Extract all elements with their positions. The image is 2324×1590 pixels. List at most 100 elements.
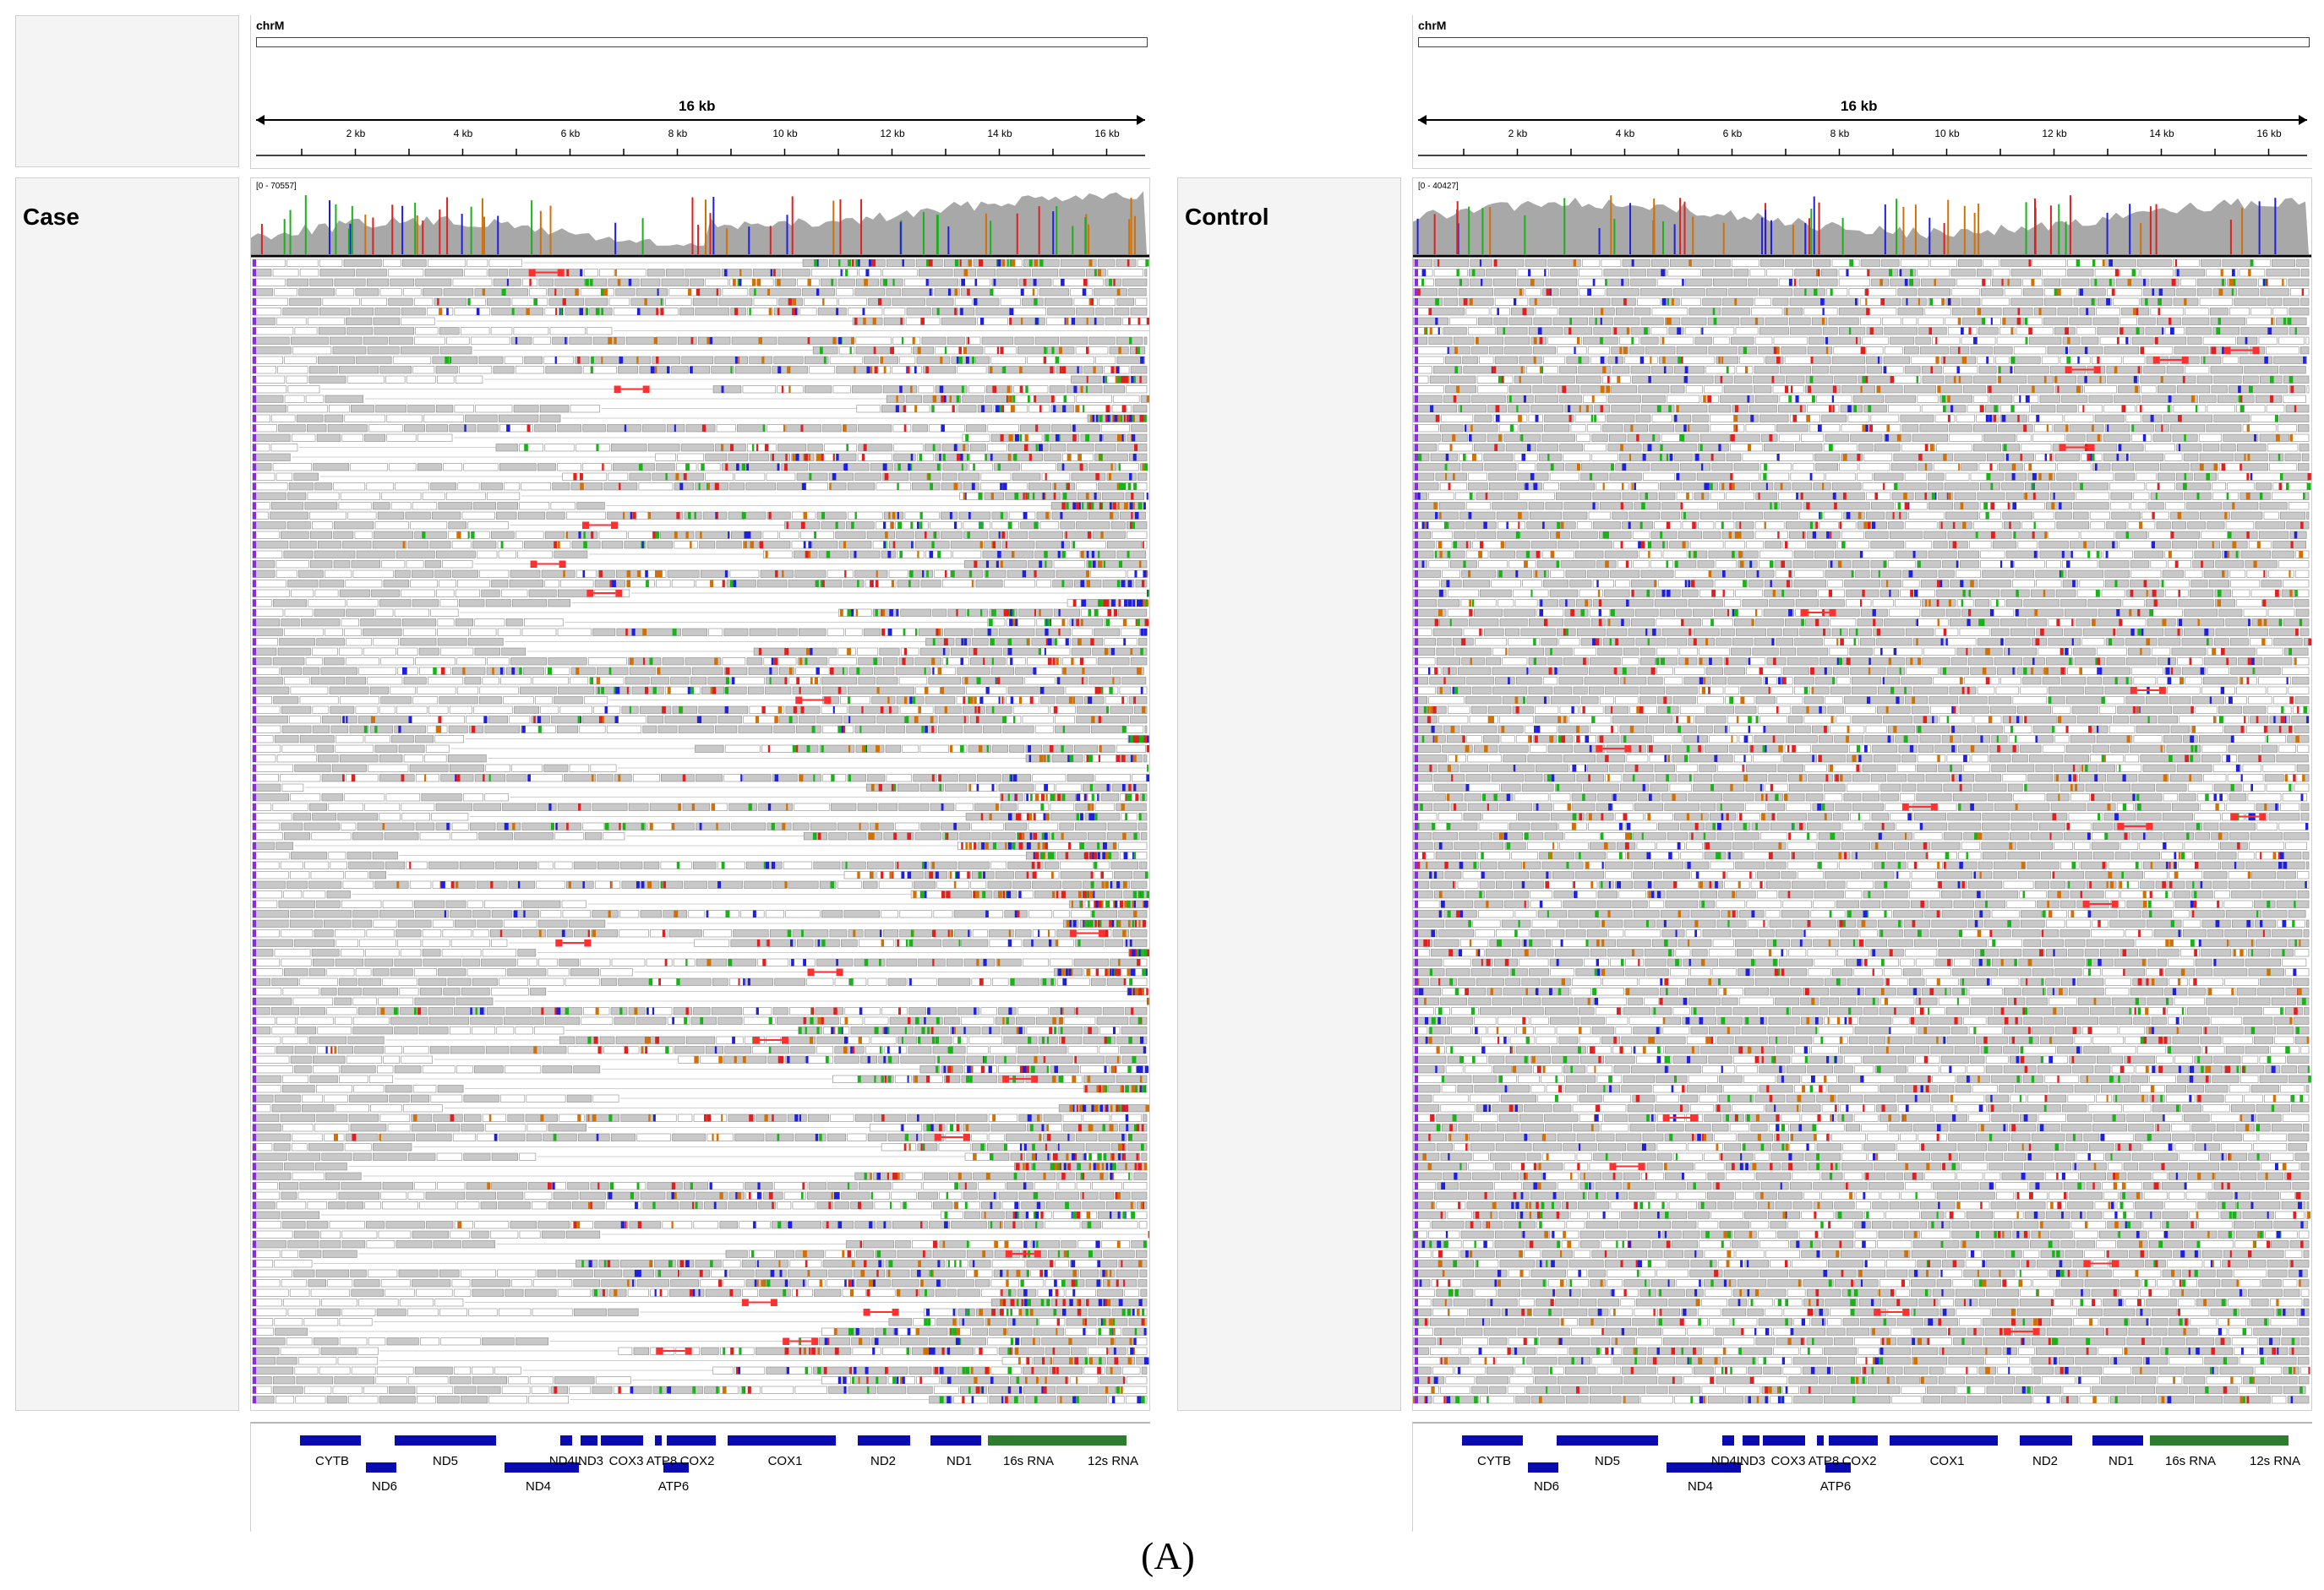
mismatch-base [1091,1104,1095,1112]
alignment-panel[interactable]: [0 - 70557] [250,177,1150,1411]
mismatch-base [968,512,971,520]
aligned-read [630,297,664,306]
aligned-read [1000,297,1021,306]
mismatch-base [1006,1017,1009,1025]
aligned-read [858,657,882,666]
aligned-read [954,297,973,306]
aligned-read [698,716,717,724]
mismatch-base [974,279,978,286]
mismatch-base [823,357,826,364]
aligned-read [911,463,942,471]
aligned-read [580,288,614,297]
aligned-read [932,308,958,316]
mismatch-base [1117,376,1121,384]
aligned-read [804,356,829,364]
aligned-read [1122,317,1148,325]
mismatch-base [1019,366,1023,373]
aligned-read [1069,618,1103,627]
mismatch-base [721,1114,723,1122]
aligned-read [1032,269,1059,277]
aligned-read [1028,531,1064,539]
mismatch-base [1143,502,1146,509]
aligned-read [278,424,306,433]
aligned-read [552,336,569,345]
mismatch-base [1083,890,1087,898]
aligned-read [930,521,963,530]
mismatch-base [1132,1056,1137,1064]
aligned-read [705,472,734,481]
aligned-read [1118,1260,1148,1268]
mismatch-base [1121,1134,1125,1141]
mismatch-base [831,279,834,286]
mismatch-base [816,1026,820,1034]
aligned-read [1050,705,1076,714]
mismatch-base [1000,434,1004,442]
aligned-read [543,356,574,364]
aligned-read [351,308,374,316]
insertion-marker [253,482,256,490]
aligned-read [252,852,290,860]
mismatch-base [1129,415,1132,422]
mismatch-base [619,1007,623,1015]
alignment-track[interactable] [251,178,1150,1411]
mismatch-base [1027,1114,1032,1122]
mismatch-base [1117,1192,1121,1200]
aligned-read [462,1240,496,1249]
mismatch-base [751,1250,755,1258]
aligned-read [1116,297,1135,306]
mismatch-base [437,298,439,306]
mismatch-base [1105,415,1109,422]
mismatch-base [1094,813,1098,820]
aligned-read [740,910,765,918]
aligned-read [646,958,673,967]
mismatch-base [819,1134,822,1141]
aligned-read [830,803,857,811]
aligned-read [889,1016,909,1025]
mismatch-base [931,405,935,412]
aligned-read [769,288,801,297]
aligned-read [344,628,362,636]
aligned-read [590,1201,605,1210]
aligned-read [677,1114,693,1122]
mismatch-base [1137,618,1140,626]
mismatch-base [652,531,656,539]
aligned-read [1099,297,1116,306]
aligned-read [655,453,676,461]
aligned-read [951,356,974,364]
mismatch-base [979,521,984,529]
aligned-read [757,1260,789,1268]
mismatch-base [1008,434,1012,442]
mismatch-base [848,978,854,986]
aligned-read [1007,444,1025,452]
mismatch-base [439,308,443,315]
mismatch-base [1071,657,1074,665]
mismatch-base [577,667,580,675]
aligned-read [1083,1075,1116,1083]
aligned-read [557,1269,593,1277]
mismatch-base [1021,832,1025,840]
mismatch-base [1083,279,1088,286]
insertion-marker [253,541,256,548]
aligned-read [682,803,711,811]
mismatch-base [636,308,641,315]
mismatch-base [889,871,893,879]
aligned-read [858,444,892,452]
aligned-read [292,813,311,821]
mismatch-base [941,424,945,432]
aligned-read [1085,278,1105,286]
chromosome-ideogram[interactable] [256,37,1148,47]
aligned-read [886,395,905,403]
aligned-read [413,297,434,306]
mismatch-base [456,774,461,781]
mismatch-base [1121,376,1126,384]
mismatch-base [1023,512,1028,520]
aligned-read [607,1191,640,1200]
mismatch-base [1124,599,1127,607]
mismatch-base [893,784,896,792]
aligned-read [1056,783,1082,792]
mismatch-base [652,1007,655,1015]
aligned-read [282,1124,314,1132]
aligned-read [1139,861,1148,869]
aligned-read [1025,744,1042,753]
mismatch-base [1034,395,1037,403]
